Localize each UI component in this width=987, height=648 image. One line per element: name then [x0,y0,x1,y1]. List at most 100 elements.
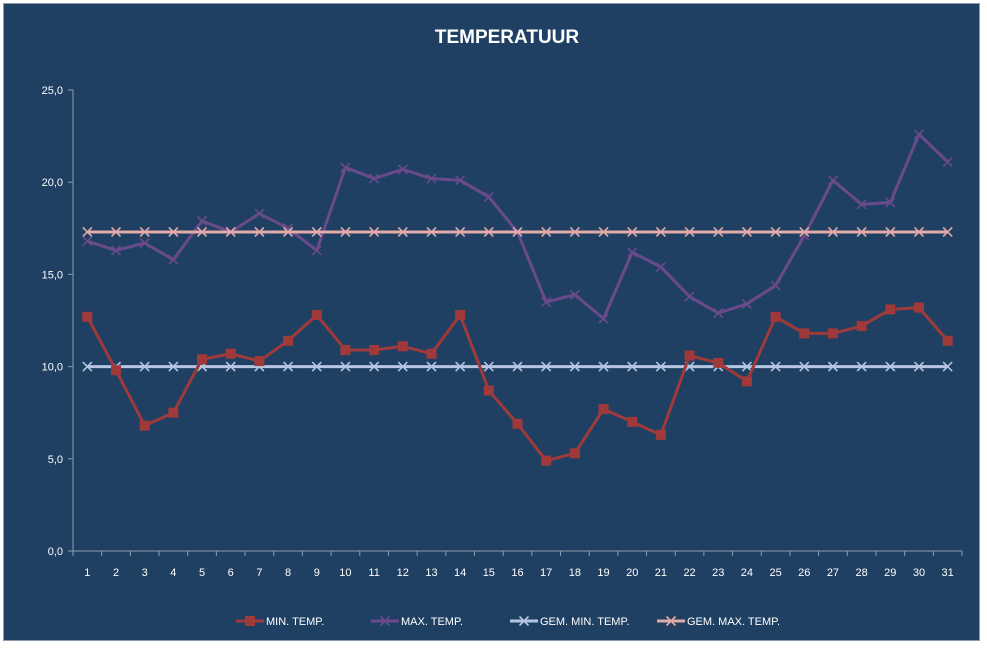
data-point [283,226,294,238]
x-tick-label: 16 [511,567,523,579]
data-point [311,309,322,320]
x-tick-label: 3 [142,567,148,579]
data-point [110,245,122,256]
data-point [770,361,781,372]
data-point [627,361,638,372]
legend-marker [245,616,255,626]
x-tick-label: 5 [199,567,205,579]
legend-label: GEM. MAX. TEMP. [687,616,780,628]
data-point [856,321,867,332]
data-point [598,313,609,324]
data-point [397,164,408,175]
data-point [569,226,580,238]
legend-marker [379,615,391,627]
data-point [254,356,265,367]
data-point [196,226,208,238]
x-tick-label: 17 [540,567,552,579]
x-tick-label: 28 [856,567,868,579]
data-point [455,175,466,186]
x-tick-label: 15 [483,567,495,579]
data-point [827,226,839,238]
x-tick-label: 14 [454,567,466,579]
data-point [283,361,294,372]
data-point [627,226,638,238]
data-point [283,335,294,346]
data-point [455,226,466,238]
data-point [569,448,580,459]
data-point [655,261,666,273]
data-point [627,416,638,427]
x-tick-label: 12 [397,567,409,579]
legend-marker [665,615,677,627]
x-tick-label: 18 [569,567,581,579]
data-point [799,226,810,238]
data-point [111,365,122,376]
x-tick-label: 31 [942,567,954,579]
y-tick-label: 0,0 [48,546,63,558]
data-point [168,254,179,265]
series-line [86,306,949,463]
chart-area [3,3,980,641]
data-point [655,361,666,372]
data-point [340,361,351,372]
data-point [856,199,867,210]
series-min-temp [82,302,953,466]
data-point [885,226,896,238]
y-tick-label: 5,0 [48,454,63,466]
data-point [569,361,580,372]
x-tick-label: 11 [368,567,379,579]
data-point [541,361,552,372]
data-point [770,311,781,322]
data-point [655,226,666,238]
x-tick-label: 7 [256,567,262,579]
data-point [139,237,150,249]
data-point [139,361,150,372]
data-point [713,357,724,368]
data-point [913,129,925,140]
y-tick-label: 10,0 [42,362,63,374]
data-point [168,407,179,418]
data-point [110,226,122,238]
data-point [311,226,322,238]
data-point [455,361,466,372]
data-point [713,226,724,238]
data-point [598,226,609,238]
data-point [369,345,380,356]
data-point [541,455,552,466]
series-gem-max-temp [82,226,953,238]
data-point [655,429,666,440]
data-point [942,226,953,238]
x-tick-label: 20 [626,567,638,579]
legend-label: GEM. MIN. TEMP. [540,616,629,628]
x-tick-label: 22 [683,567,695,579]
chart-title: TEMPERATUUR [435,27,580,48]
data-point [942,335,953,346]
data-point [799,328,810,339]
data-point [426,173,437,184]
x-tick-label: 13 [425,567,437,579]
data-point [426,361,437,372]
series-gem-min-temp [82,361,953,372]
data-point [225,348,236,359]
x-tick-label: 4 [170,567,176,579]
data-point [168,226,179,238]
data-point [369,226,380,238]
data-point [913,226,925,238]
legend-item: MIN. TEMP. [236,616,324,628]
x-tick-label: 30 [913,567,925,579]
legend-label: MIN. TEMP. [266,616,324,628]
data-point [340,226,351,238]
x-tick-label: 10 [339,567,351,579]
data-point [483,385,494,396]
data-point [512,361,523,372]
data-point [512,226,523,238]
data-point [942,156,953,167]
data-point [856,226,867,238]
data-point [225,361,236,372]
x-tick-label: 29 [884,567,896,579]
x-tick-label: 2 [113,567,119,579]
data-point [885,304,896,315]
data-point [713,308,724,319]
data-point [139,226,150,238]
data-point [82,226,93,238]
